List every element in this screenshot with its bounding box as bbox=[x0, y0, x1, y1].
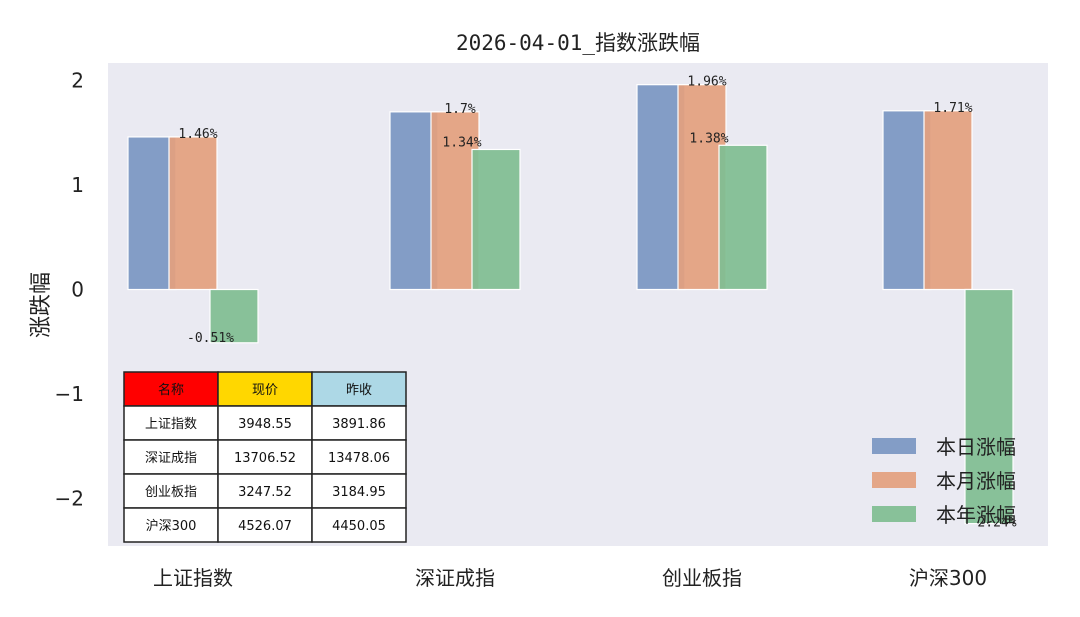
table-cell-text: 沪深300 bbox=[146, 518, 197, 534]
table-cell bbox=[311, 507, 407, 543]
x-ticks-layer: 上证指数 深证成指 创业板指 沪深300 bbox=[153, 566, 987, 590]
data-labels-layer: 1.46% 1.7% 1.96% 1.71% -0.51% 1.34% 1.38% 2.24% bbox=[178, 75, 1016, 531]
legend-label: 本日涨幅 bbox=[936, 435, 1016, 459]
table-cell bbox=[123, 439, 219, 475]
bar-3-2 bbox=[471, 148, 521, 291]
table-cell bbox=[123, 507, 219, 543]
data-label: 1.7% bbox=[444, 102, 475, 117]
table-header-cell bbox=[311, 371, 407, 407]
table-cell bbox=[311, 473, 407, 509]
bar-3-3 bbox=[718, 144, 768, 291]
table-cell-text: 深证成指 bbox=[145, 451, 197, 466]
data-label: 1.38% bbox=[689, 131, 728, 146]
bar-2-3 bbox=[677, 84, 727, 291]
table-cell-text: 13478.06 bbox=[328, 451, 390, 466]
table-cell-text: 3247.52 bbox=[238, 485, 292, 500]
bar-3-4 bbox=[964, 288, 1014, 525]
bars-layer bbox=[127, 84, 1014, 525]
legend-swatch bbox=[872, 472, 916, 488]
table-cell-text: 3184.95 bbox=[332, 485, 386, 500]
table-cell-text: 创业板指 bbox=[145, 485, 197, 500]
table-cell-text: 上证指数 bbox=[145, 417, 197, 432]
x-tick-label: 沪深300 bbox=[909, 566, 987, 590]
table-cell-text: 13706.52 bbox=[234, 451, 296, 466]
chart-title: 2026-04-01_指数涨跌幅 bbox=[456, 31, 700, 55]
table-header-text: 名称 bbox=[158, 382, 184, 398]
legend-swatch bbox=[872, 438, 916, 454]
table-cell bbox=[123, 405, 219, 441]
bar-2-1 bbox=[168, 136, 218, 291]
y-tick-label: 2 bbox=[71, 69, 84, 93]
data-label: 1.46% bbox=[178, 127, 217, 142]
data-label: 1.71% bbox=[933, 101, 972, 116]
y-tick-label: −1 bbox=[55, 382, 84, 406]
data-label: 2.24% bbox=[977, 516, 1016, 531]
x-tick-label: 上证指数 bbox=[153, 566, 233, 590]
y-tick-label: 0 bbox=[71, 278, 84, 302]
data-label: 1.34% bbox=[442, 135, 481, 150]
table-cell-text: 3948.55 bbox=[238, 417, 292, 432]
legend-label: 本月涨幅 bbox=[936, 469, 1016, 493]
bar-1-2 bbox=[389, 111, 439, 291]
table-header-text: 现价 bbox=[252, 383, 278, 398]
bar-1-4 bbox=[882, 110, 932, 291]
table-cell-text: 3891.86 bbox=[332, 417, 386, 432]
table-cell-text: 4526.07 bbox=[238, 519, 292, 534]
table-cell bbox=[217, 507, 313, 543]
data-label: -0.51% bbox=[187, 331, 234, 346]
y-axis-label: 涨跌幅 bbox=[29, 272, 54, 338]
x-tick-label: 深证成指 bbox=[415, 566, 495, 590]
table-cell bbox=[311, 439, 407, 475]
bar-1-3 bbox=[636, 84, 686, 291]
bar-3-1 bbox=[209, 288, 259, 344]
legend-label: 本年涨幅 bbox=[936, 503, 1016, 527]
table-header-text: 昨收 bbox=[346, 383, 372, 398]
table-cell bbox=[311, 405, 407, 441]
table-cell-text: 4450.05 bbox=[332, 519, 386, 534]
table-cell bbox=[217, 473, 313, 509]
y-tick-label: 1 bbox=[71, 173, 84, 197]
y-ticks-layer: −2 −1 0 1 2 bbox=[55, 69, 84, 511]
bar-2-4 bbox=[923, 110, 973, 291]
data-label: 1.96% bbox=[687, 75, 726, 90]
legend-swatch bbox=[872, 506, 916, 522]
bar-1-1 bbox=[127, 136, 177, 291]
y-tick-label: −2 bbox=[55, 487, 84, 511]
x-tick-label: 创业板指 bbox=[662, 566, 742, 590]
bar-2-2 bbox=[430, 111, 480, 291]
